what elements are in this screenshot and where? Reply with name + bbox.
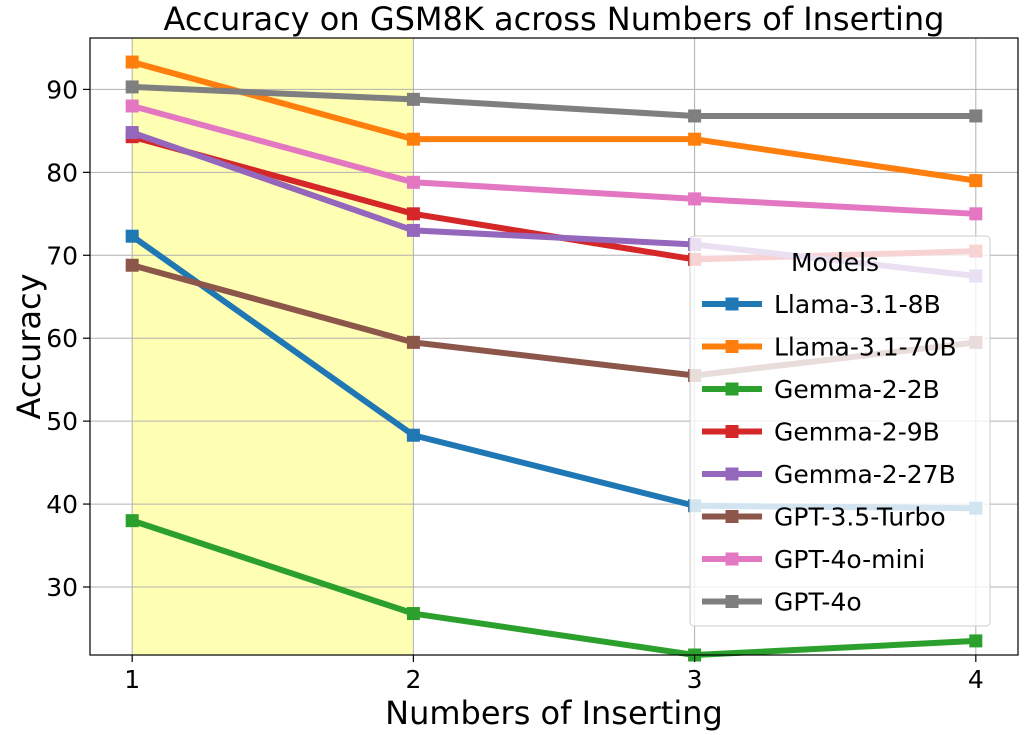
chart-title: Accuracy on GSM8K across Numbers of Inse… xyxy=(164,0,945,38)
series-gemma-2-2b xyxy=(125,514,983,662)
x-tick-label: 4 xyxy=(968,665,984,694)
legend-swatch-marker xyxy=(725,510,739,523)
y-tick-label: 70 xyxy=(46,241,78,270)
data-point-gemma-2-9b xyxy=(406,207,420,221)
legend-swatch-marker xyxy=(725,297,739,311)
series-line-llama-3-1-70b xyxy=(131,59,977,184)
data-point-gemma-2-2b xyxy=(969,634,983,648)
data-point-gemma-2-2b xyxy=(125,514,139,528)
legend-item-gpt-4o: GPT-4o xyxy=(702,588,862,617)
legend-swatch-marker xyxy=(725,552,739,566)
legend-label: Llama-3.1-8B xyxy=(774,290,941,319)
legend-label: Gemma-2-9B xyxy=(774,418,940,447)
y-tick-label: 90 xyxy=(46,75,78,104)
data-point-llama-3-1-70b xyxy=(125,55,139,69)
data-point-gemma-2-27b xyxy=(406,223,420,237)
data-point-gemma-2-27b xyxy=(125,126,139,140)
highlight-span xyxy=(132,38,414,655)
legend-title: Models xyxy=(791,248,879,277)
legend-swatch-marker xyxy=(725,595,739,608)
data-point-gpt-4o-mini xyxy=(125,99,139,113)
series-gpt-4o xyxy=(125,80,983,123)
legend-swatch-marker xyxy=(725,425,739,438)
series-llama-3-1-70b xyxy=(125,55,983,188)
data-point-gpt-4o xyxy=(969,109,983,123)
legend-label: GPT-3.5-Turbo xyxy=(774,503,946,532)
legend-item-llama-3-1-8b: Llama-3.1-8B xyxy=(702,290,941,319)
data-point-gpt-4o xyxy=(688,109,702,123)
y-axis-label: Accuracy xyxy=(10,273,48,419)
y-tick-label: 80 xyxy=(46,158,78,187)
data-point-llama-3-1-70b xyxy=(969,174,983,188)
legend-label: Llama-3.1-70B xyxy=(774,333,957,362)
legend-item-llama-3-1-70b: Llama-3.1-70B xyxy=(702,333,957,362)
legend-item-gpt-3-5-turbo: GPT-3.5-Turbo xyxy=(702,503,946,532)
data-point-llama-3-1-8b xyxy=(125,229,139,243)
legend-swatch-marker xyxy=(725,382,739,396)
legend-item-gemma-2-27b: Gemma-2-27B xyxy=(702,460,956,489)
legend-swatch-marker xyxy=(725,467,739,481)
x-tick-label: 3 xyxy=(687,665,703,694)
series-line-gpt-4o-mini xyxy=(131,103,976,217)
legend-label: GPT-4o xyxy=(774,588,862,617)
data-point-gemma-2-2b xyxy=(406,607,420,621)
y-tick-label: 30 xyxy=(46,573,78,602)
series-line-gpt-4o xyxy=(132,83,976,119)
data-point-llama-3-1-8b xyxy=(406,428,420,442)
y-tick-label: 40 xyxy=(46,490,78,519)
data-point-gpt-4o-mini xyxy=(406,175,420,189)
legend-label: Gemma-2-2B xyxy=(774,375,940,404)
data-point-llama-3-1-70b xyxy=(406,132,420,146)
legend-item-gemma-2-9b: Gemma-2-9B xyxy=(702,418,940,447)
data-point-gpt-4o xyxy=(125,80,139,94)
y-tick-label: 60 xyxy=(46,324,78,353)
y-tick-label: 50 xyxy=(46,407,78,436)
data-point-gpt-4o xyxy=(406,92,420,106)
legend-label: GPT-4o-mini xyxy=(774,545,925,574)
legend-item-gpt-4o-mini: GPT-4o-mini xyxy=(702,545,925,574)
plot-frame xyxy=(89,37,1019,656)
data-point-gpt-3-5-turbo xyxy=(125,258,139,272)
data-point-gpt-4o-mini xyxy=(688,192,702,206)
x-axis-label: Numbers of Inserting xyxy=(385,694,723,732)
legend: Models Llama-3.1-8B Llama-3.1-70B Gemma-2-… xyxy=(689,235,991,627)
series-line-gemma-2-2b xyxy=(131,517,976,658)
legend-swatch-marker xyxy=(725,340,739,353)
data-point-llama-3-1-70b xyxy=(688,132,702,146)
x-tick-label: 1 xyxy=(124,665,140,694)
legend-item-gemma-2-2b: Gemma-2-2B xyxy=(702,375,940,404)
legend-label: Gemma-2-27B xyxy=(774,460,956,489)
data-point-gpt-4o-mini xyxy=(969,207,983,221)
x-tick-label: 2 xyxy=(405,665,421,694)
data-point-gpt-3-5-turbo xyxy=(406,335,420,349)
series-gpt-4o-mini xyxy=(125,99,983,221)
legend-box xyxy=(689,235,991,627)
